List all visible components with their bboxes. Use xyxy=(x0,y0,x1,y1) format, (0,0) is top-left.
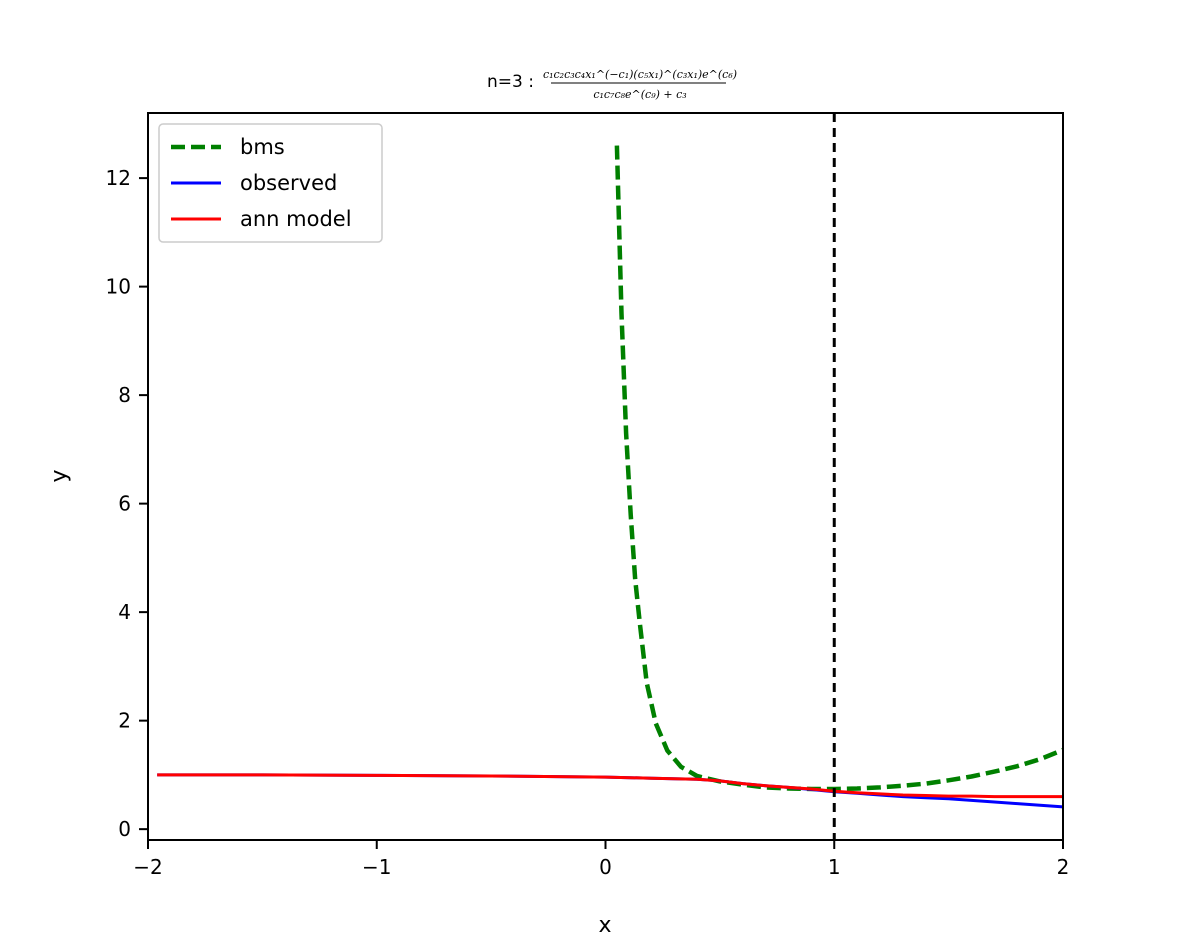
series-line-bms xyxy=(614,145,1064,792)
chart-title-denominator: c₁c₇c₈e^(c₉) + c₃ xyxy=(593,88,686,101)
legend-label-observed: observed xyxy=(240,171,337,195)
series-line-ann-model xyxy=(157,773,1063,799)
legend: bms observed ann model xyxy=(158,123,383,243)
y-tick-label: 10 xyxy=(106,275,131,299)
x-tick-label: −1 xyxy=(362,855,391,879)
y-axis-label: y xyxy=(47,469,72,482)
series-layer xyxy=(157,145,1064,809)
x-tick-label: 2 xyxy=(1057,855,1070,879)
chart-title-prefix: n=3 : xyxy=(487,72,534,92)
x-tick-label: −2 xyxy=(133,855,162,879)
chart-title-numerator: c₁c₂c₃c₄x₁^(−c₁)(c₅x₁)^(c₃x₁)e^(c₆) xyxy=(543,68,737,81)
y-tick-label: 4 xyxy=(118,600,131,624)
chart-title: n=3 : c₁c₂c₃c₄x₁^(−c₁)(c₅x₁)^(c₃x₁)e^(c₆… xyxy=(487,68,737,101)
legend-box xyxy=(158,123,383,243)
x-axis-label: x xyxy=(598,913,611,938)
y-tick-label: 2 xyxy=(118,709,131,733)
legend-label-bms: bms xyxy=(240,135,285,159)
x-tick-label: 0 xyxy=(599,855,612,879)
y-tick-label: 8 xyxy=(118,383,131,407)
y-tick-label: 12 xyxy=(106,166,131,190)
y-tick-label: 6 xyxy=(118,492,131,516)
x-tick-label: 1 xyxy=(828,855,841,879)
y-tick-label: 0 xyxy=(118,817,131,841)
legend-label-ann-model: ann model xyxy=(240,207,352,231)
x-axis: −2 −1 0 1 2 xyxy=(133,840,1069,879)
y-axis: 0 2 4 6 8 10 12 xyxy=(106,166,148,841)
